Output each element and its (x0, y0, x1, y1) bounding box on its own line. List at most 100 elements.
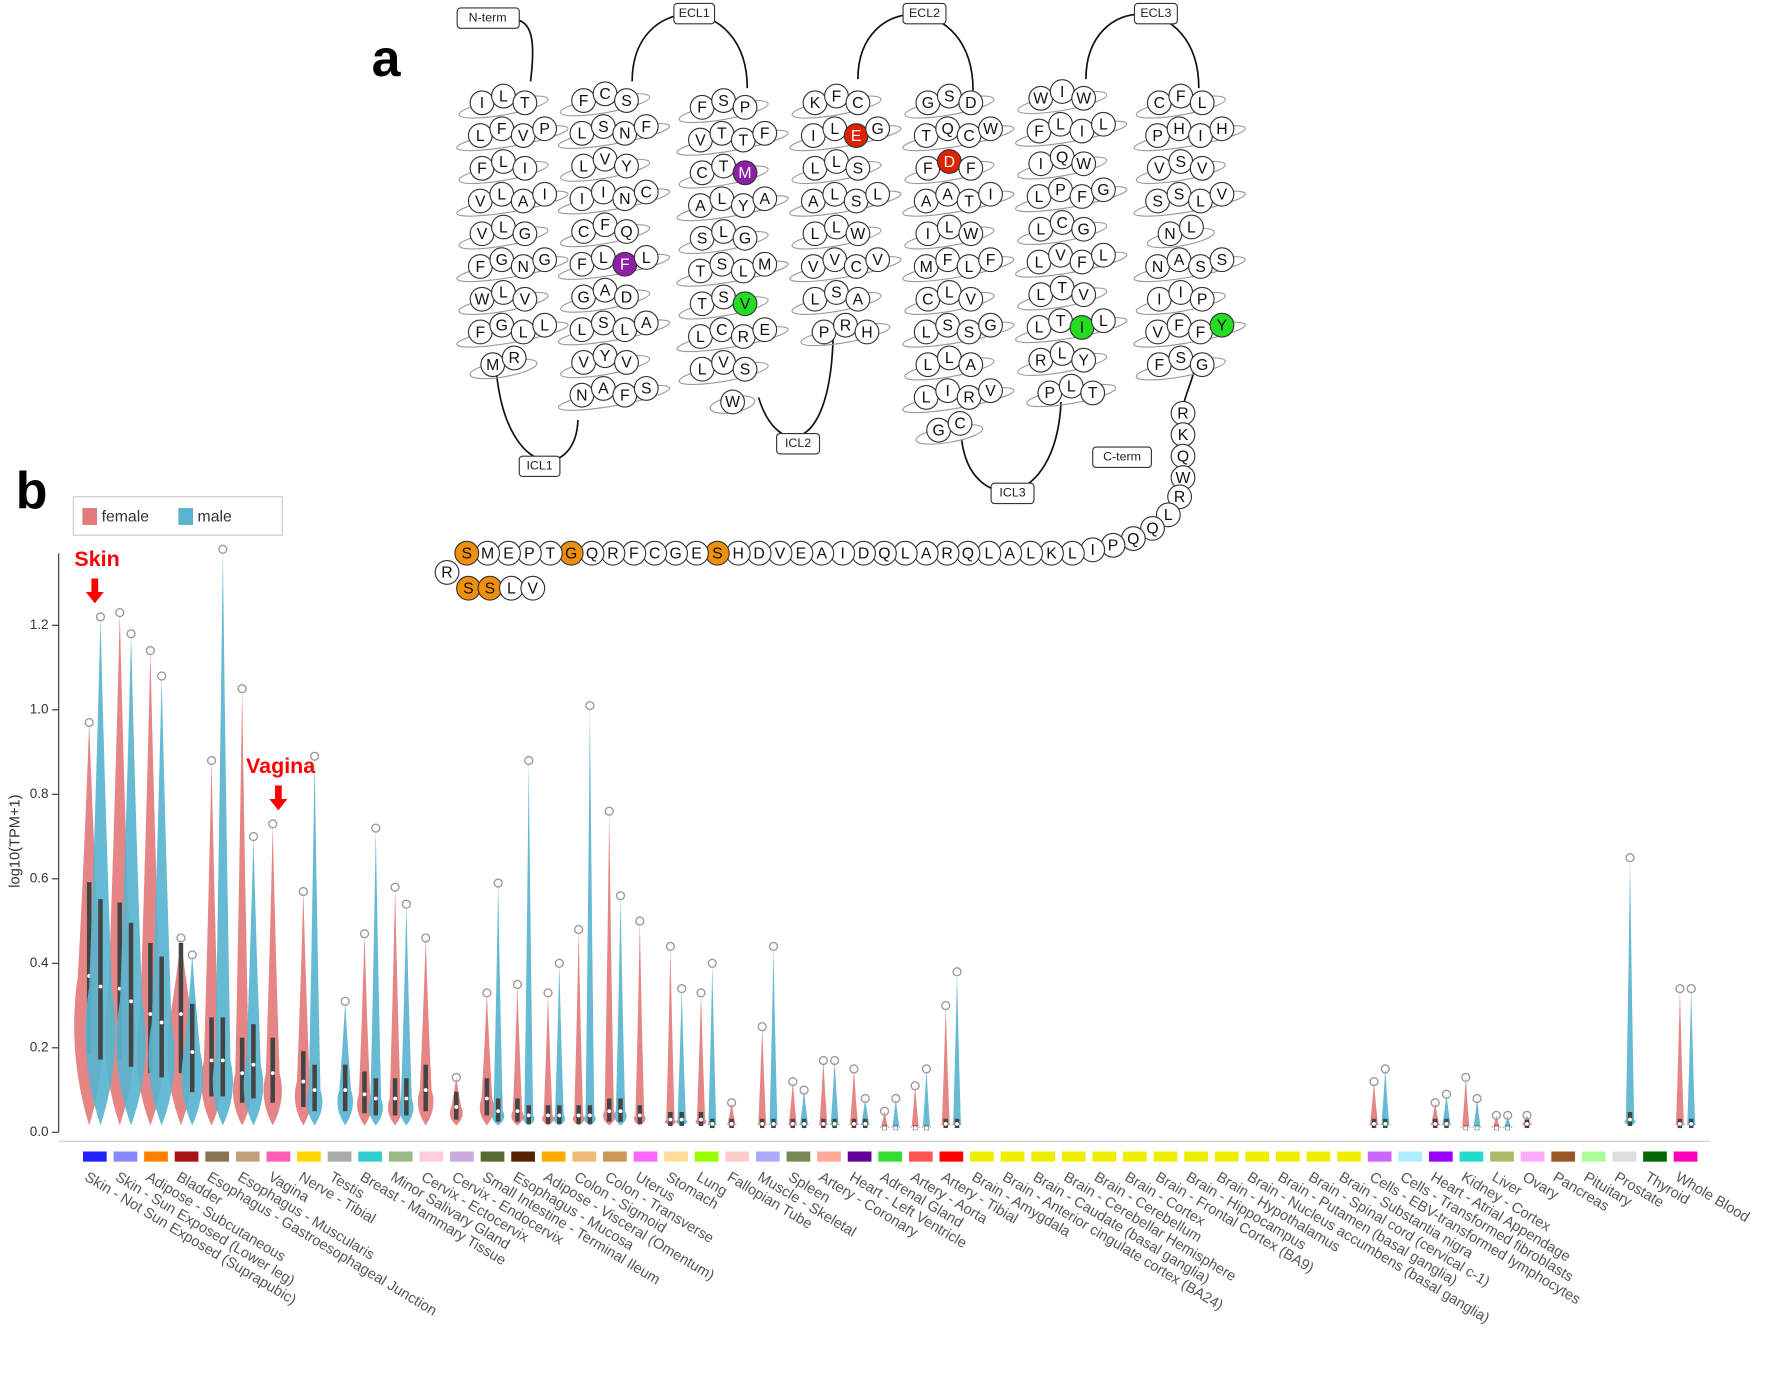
violin (603, 811, 616, 1126)
residue-letter: G (739, 231, 751, 248)
category-color (1306, 1151, 1331, 1162)
category-color (82, 1151, 107, 1162)
loop-box (673, 2, 716, 25)
category-color (970, 1151, 994, 1162)
category-color (939, 1151, 964, 1162)
residue (752, 186, 778, 212)
median (771, 1121, 776, 1126)
residue-letter: R (607, 546, 618, 563)
loop-box (776, 432, 821, 455)
violin (263, 823, 282, 1126)
residue-letter: R (508, 350, 519, 367)
residue (1189, 90, 1215, 116)
residue-letter: V (740, 296, 751, 313)
median (618, 1109, 623, 1114)
outlier (126, 629, 136, 639)
legend-swatch (178, 508, 194, 525)
median (1372, 1121, 1376, 1126)
outlier (298, 886, 308, 897)
outlier (268, 819, 278, 829)
loop-label: ECL2 (909, 6, 940, 20)
residue (512, 90, 538, 116)
residue-letter: S (641, 381, 652, 398)
residue-letter: L (1099, 117, 1108, 134)
outlier (1461, 1072, 1471, 1083)
residue-letter: Q (1127, 531, 1139, 548)
residue-letter: T (696, 263, 706, 280)
residue-letter: P (524, 546, 535, 563)
residue-letter: L (901, 546, 910, 563)
category-color (1398, 1151, 1423, 1162)
category-color (1061, 1151, 1086, 1162)
residue-letter: T (1088, 385, 1098, 402)
residue-letter: C (641, 184, 652, 201)
residue-letter: I (1091, 542, 1095, 559)
residue (978, 312, 1003, 338)
annotation: Skin (74, 547, 119, 571)
residue-letter: M (758, 257, 771, 274)
residue-letter: I (601, 184, 605, 201)
residue (958, 352, 984, 378)
residue-letter: C (963, 128, 974, 145)
residue-letter: Q (1056, 149, 1068, 166)
median (404, 1096, 409, 1101)
violin (479, 992, 495, 1126)
residue (532, 181, 558, 207)
legend-box (72, 496, 283, 536)
category-color (633, 1151, 658, 1162)
category-color (694, 1151, 719, 1162)
residue-letter: S (463, 581, 474, 598)
residue-letter: Q (962, 546, 974, 563)
residue-letter: F (760, 126, 770, 143)
category-color (1428, 1151, 1453, 1162)
loop-label: ICL3 (999, 486, 1025, 500)
residue-letter: L (922, 324, 931, 341)
residue-letter: P (1152, 128, 1163, 145)
violin-box (86, 882, 92, 1055)
residue-letter: L (965, 259, 974, 276)
residue-letter: L (620, 322, 629, 339)
residue-letter: D (621, 289, 632, 306)
loop-label: C-term (1103, 450, 1141, 464)
residue-letter: N (619, 126, 630, 143)
residue-letter: Q (942, 121, 954, 138)
loop-label: ECL3 (1140, 6, 1171, 20)
median (893, 1126, 898, 1131)
residue-letter: I (811, 128, 815, 145)
outlier (707, 958, 717, 968)
residue-letter: G (496, 317, 508, 334)
residue-letter: N (576, 387, 587, 404)
residue-letter: L (1099, 248, 1108, 265)
residue-letter: N (518, 259, 529, 276)
residue-letter: R (738, 329, 749, 346)
residue (633, 310, 659, 336)
violin-box (270, 1037, 275, 1103)
outlier (512, 979, 523, 990)
residue-letter: K (1046, 546, 1057, 563)
residue-letter: I (926, 226, 930, 243)
category-color (786, 1151, 811, 1162)
loop-label: N-term (469, 10, 507, 24)
violin (542, 992, 554, 1126)
residue-letter: V (578, 355, 589, 372)
residue-letter: F (1154, 357, 1164, 374)
outlier (1441, 1089, 1452, 1099)
violin (357, 933, 372, 1126)
outlier (206, 755, 217, 766)
category-color (235, 1151, 260, 1162)
residue-letter: W (725, 394, 740, 411)
residue (732, 291, 758, 317)
residue-letter: V (1154, 161, 1165, 178)
residue-letter: W (1033, 91, 1048, 108)
residue-letter: H (733, 546, 744, 563)
residue-letter: L (811, 292, 820, 309)
residue-letter: I (523, 161, 527, 178)
residue-letter: S (944, 88, 955, 105)
residue-letter: L (811, 226, 820, 243)
outlier (849, 1064, 859, 1074)
median (515, 1109, 520, 1114)
category-color (1367, 1151, 1392, 1162)
residue-letter: C (696, 165, 707, 182)
violin (798, 1090, 810, 1126)
